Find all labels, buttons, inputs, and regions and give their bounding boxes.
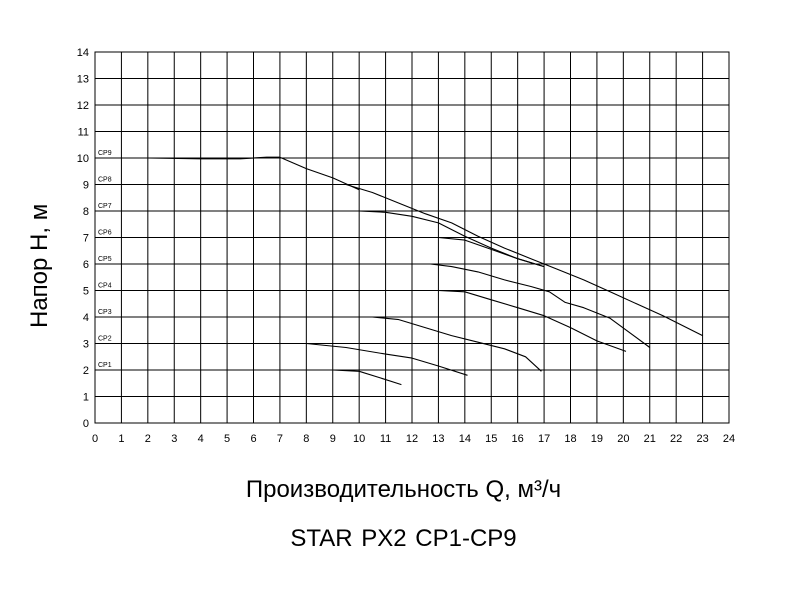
curves [95,156,703,386]
x-tick-label: 21 [644,433,656,445]
x-tick-label: 1 [118,433,124,445]
y-tick-label: 1 [83,392,89,404]
x-tick-label: 9 [330,433,336,445]
y-tick-label: 5 [83,286,89,298]
y-axis-label: Напор H, м [26,203,53,328]
x-tick-label: 4 [198,433,204,445]
curve-cp9 [95,156,360,191]
x-axis-label: Производительность Q, м³/ч [245,476,562,503]
curve-labels: CP1 CP2 CP3 CP4 CP5 CP6 CP7 CP8 CP9 [98,150,112,369]
x-tick-label: 24 [723,433,735,445]
y-tick-label: 14 [77,47,89,59]
y-tick-label: 6 [83,259,89,271]
curve-label-cp1: CP1 [98,362,112,369]
x-tick-label: 22 [670,433,682,445]
x-tick-label: 8 [303,433,309,445]
y-tick-label: 13 [77,74,89,86]
x-tick-label: 3 [171,433,177,445]
x-tick-label: 6 [250,433,256,445]
curve-label-cp5: CP5 [98,256,112,263]
x-tick-label: 12 [406,433,418,445]
x-tick-label: 20 [617,433,629,445]
x-tick-label: 23 [696,433,708,445]
y-tick-label: 8 [83,206,89,218]
x-tick-label: 13 [432,433,444,445]
curve-cp8 [95,183,703,337]
y-tick-label: 12 [77,100,89,112]
curve-cp7 [359,210,545,268]
curve-cp2 [95,342,468,376]
chart-svg: 0 1 2 3 4 5 6 7 8 9 10 11 12 13 14 15 16 17 18 19 20 21 22 23 24… [77,47,735,445]
y-tick-label: 11 [78,127,89,139]
y-tick-label: 9 [83,180,89,192]
curve-label-cp4: CP4 [98,283,112,290]
curve-label-cp9: CP9 [98,150,112,157]
y-tick-label: 4 [83,312,89,324]
curve-cp5 [95,263,651,348]
curve-label-cp3: CP3 [98,309,112,316]
y-tick-label: 2 [83,365,89,377]
curve-label-cp2: CP2 [98,336,112,343]
y-tick-label: 10 [77,153,89,165]
curve-label-cp6: CP6 [98,230,112,237]
x-tick-label: 0 [92,433,98,445]
y-tick-label: 3 [83,339,89,351]
chart-subtitle: STAR PX2 CP1-CP9 [290,525,517,552]
x-tick-label: 17 [538,433,550,445]
x-tick-label: 10 [353,433,365,445]
curve-cp1 [95,369,402,386]
x-tick-label: 18 [564,433,576,445]
x-tick-label: 15 [485,433,497,445]
x-tick-label: 5 [224,433,230,445]
x-tick-label: 2 [145,433,151,445]
curve-label-cp8: CP8 [98,177,112,184]
x-tick-label: 19 [591,433,603,445]
curve-label-cp7: CP7 [98,203,112,210]
x-tick-label: 14 [459,433,471,445]
x-tick-label: 7 [277,433,283,445]
curve-cp4 [438,289,627,352]
y-tick-label: 0 [83,418,89,430]
x-tick-label: 16 [512,433,524,445]
x-tick-label: 11 [380,433,391,445]
x-tick-labels: 0 1 2 3 4 5 6 7 8 9 10 11 12 13 14 15 16 17 18 19 20 21 22 23 24 [92,433,735,445]
y-tick-label: 7 [83,233,89,245]
curve-cp3 [95,316,542,372]
